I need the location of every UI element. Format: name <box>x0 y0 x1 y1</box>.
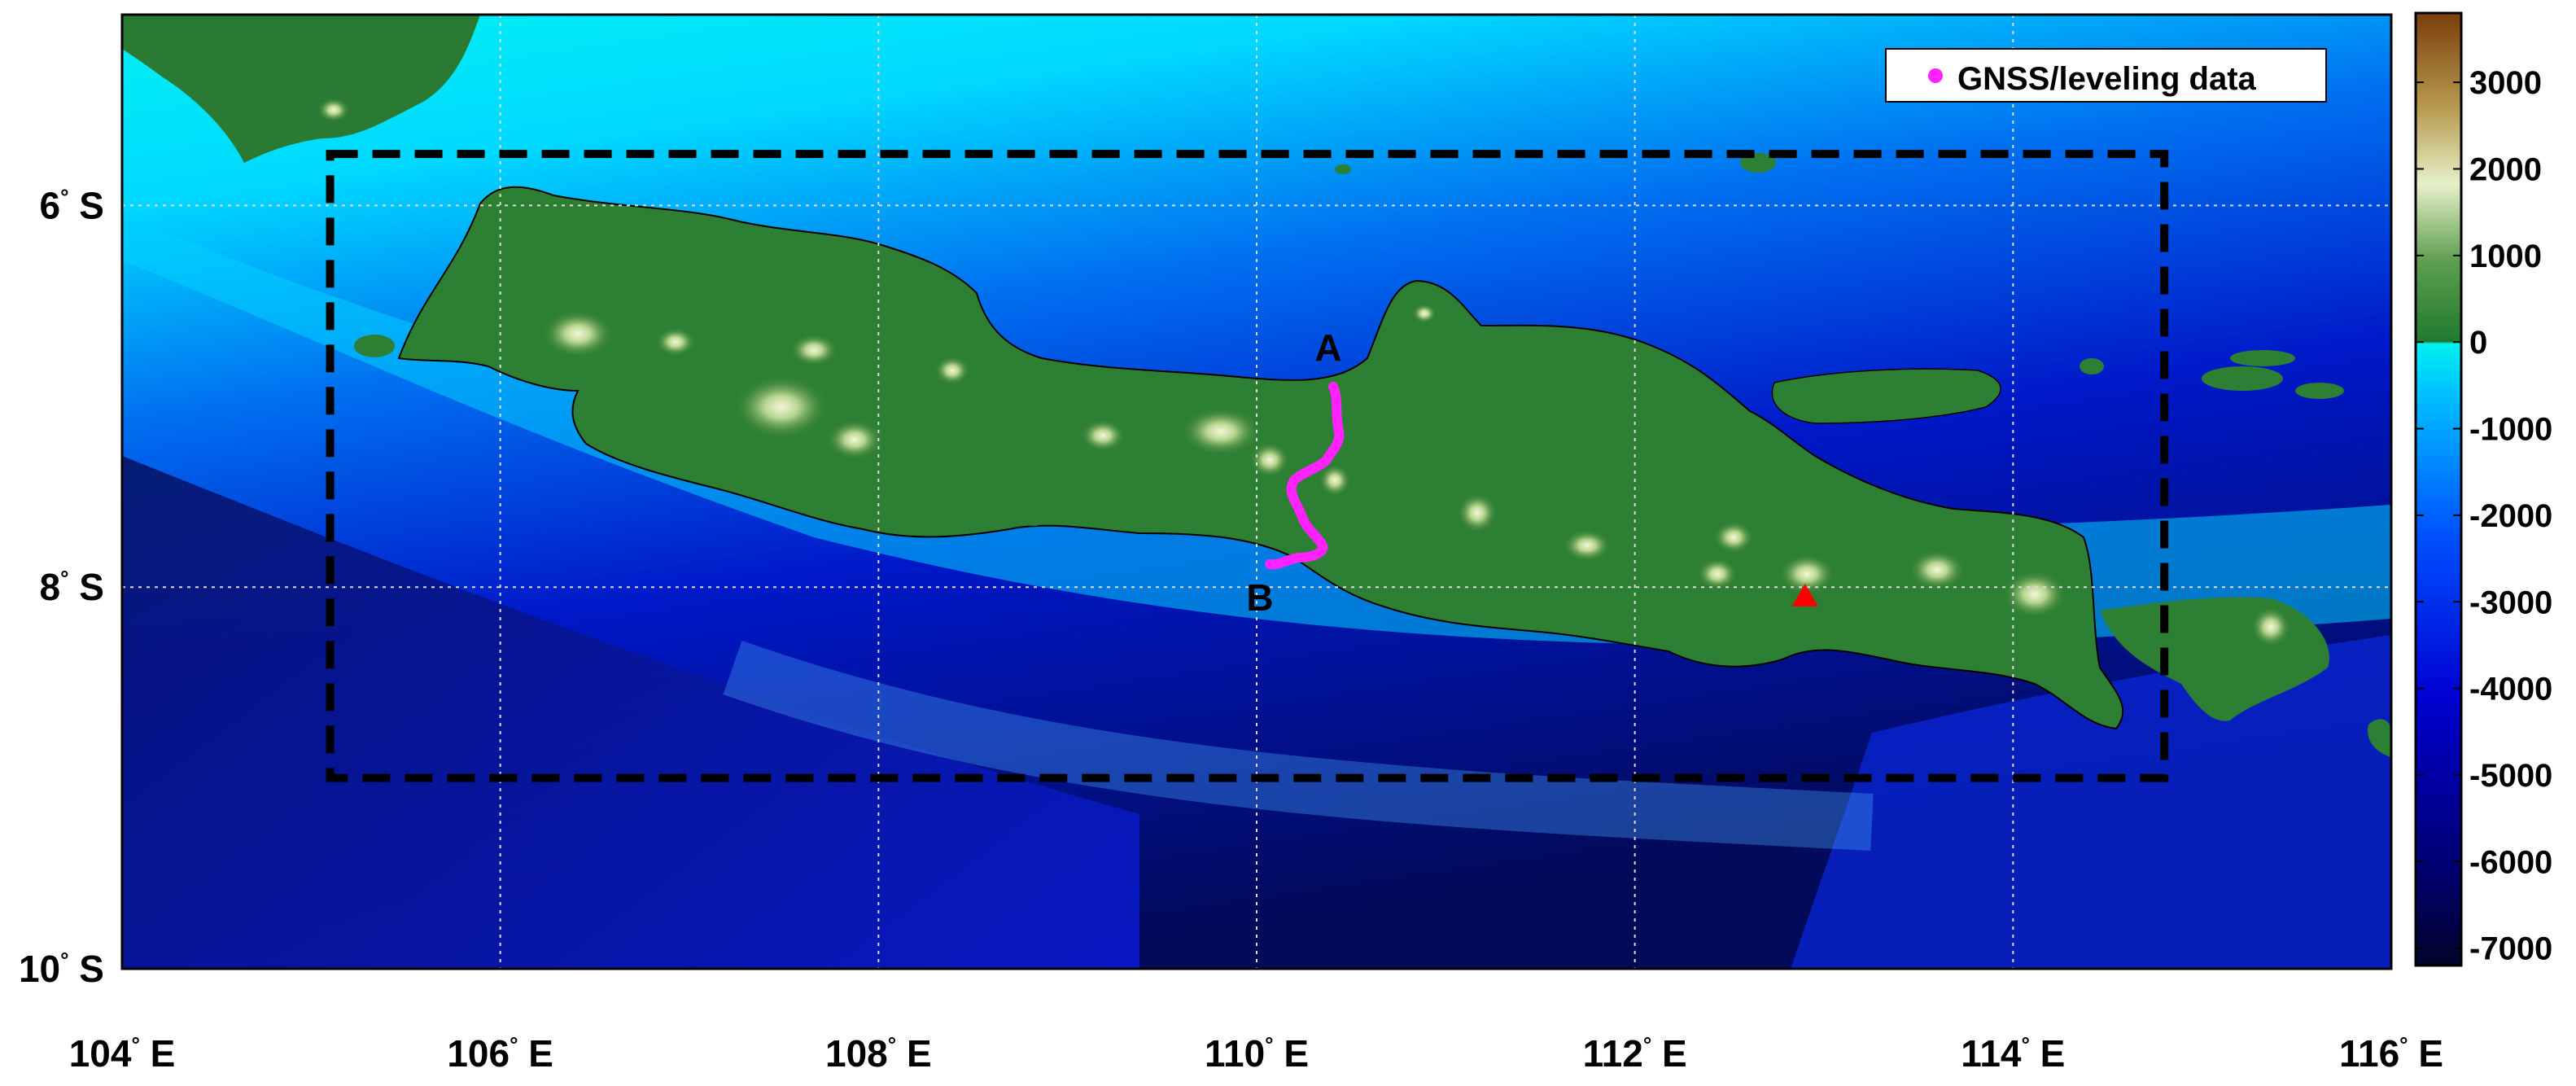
x-tick-label: 104° E <box>69 1032 176 1075</box>
gnss-leveling-profile <box>1265 382 1345 570</box>
colorbar-tick-label: 3000 <box>2469 65 2542 101</box>
x-tick-label: 112° E <box>1583 1032 1687 1075</box>
point-label-b: B <box>1246 576 1273 619</box>
colorbar-tick-label: 2000 <box>2469 151 2542 187</box>
colorbar-tick-label: -7000 <box>2469 931 2552 967</box>
land-madura <box>1771 368 2001 424</box>
colorbar-tick-label: -1000 <box>2469 412 2552 448</box>
point-label-a: A <box>1314 326 1341 369</box>
colorbar-ticks: 3000 2000 1000 0 -1000 -2000 -3000 -4000 -5000 -6… <box>2416 65 2552 967</box>
bathymetry-layer <box>122 15 2391 969</box>
x-tick-label: 108° E <box>825 1032 932 1075</box>
map-frame <box>120 13 2393 970</box>
x-tick-label: 116° E <box>2339 1032 2443 1075</box>
y-tick-label: 6° S <box>40 184 104 226</box>
colorbar-tick-label: 0 <box>2469 325 2487 361</box>
longitude-axis: 104° E 106° E 108° E 110° E 112° E 114° E 116°… <box>69 1032 2443 1075</box>
colorbar-tick-label: -5000 <box>2469 758 2552 794</box>
legend-marker-icon <box>1928 68 1943 83</box>
y-tick-label: 8° S <box>40 566 104 608</box>
colorbar-tick-label: 1000 <box>2469 239 2542 274</box>
x-tick-label: 114° E <box>1961 1032 2065 1075</box>
colorbar-tick-label: -3000 <box>2469 585 2552 620</box>
highland-relief <box>317 98 2291 647</box>
volcano-marker <box>1791 583 1818 606</box>
x-tick-label: 110° E <box>1205 1032 1309 1075</box>
colorbar-tick-label: -2000 <box>2469 498 2552 534</box>
land-sumatra <box>122 15 480 163</box>
latitude-axis: 6° S 8° S 10° S <box>19 184 104 990</box>
colorbar-tick-label: -4000 <box>2469 672 2552 707</box>
y-tick-label: 10° S <box>19 948 104 990</box>
legend-label: GNSS/leveling data <box>1957 61 2257 97</box>
land-islet-west <box>354 335 395 357</box>
x-tick-label: 106° E <box>447 1032 553 1075</box>
elevation-colorbar: 3000 2000 1000 0 -1000 -2000 -3000 -4000 -5000 -6… <box>2414 11 2552 967</box>
map-legend: GNSS/leveling data <box>1885 48 2327 103</box>
colorbar-tick-label: -6000 <box>2469 844 2552 880</box>
